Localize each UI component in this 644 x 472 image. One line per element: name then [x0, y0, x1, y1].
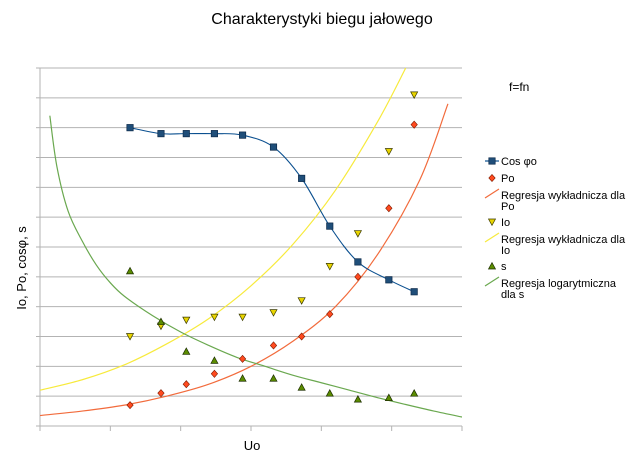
series-regresja-logarytmiczna-dla-s-line [49, 115, 462, 418]
series-s-point [125, 266, 135, 275]
legend-label: Regresja wykładnicza dla [501, 234, 626, 246]
legend-marker [487, 218, 497, 227]
legend-marker [487, 261, 497, 270]
y-axis-label: Io, Po, cosφ, s [14, 226, 29, 310]
series-s-point [353, 395, 362, 403]
series-io-point [297, 297, 306, 305]
series-io-point [210, 313, 219, 322]
series-s-point [156, 317, 166, 325]
series-io-point [325, 263, 334, 271]
x-axis-label: Uo [244, 438, 261, 453]
series-po-point [210, 369, 219, 378]
series-po-point [157, 389, 165, 398]
chart-title: Charakterystyki biegu jałowego [211, 11, 433, 28]
series-cos-o-point [269, 143, 278, 151]
series-io-point [269, 309, 278, 317]
series-s-point [182, 347, 191, 355]
series-po-point [269, 341, 278, 350]
series-io-point [182, 316, 191, 325]
series-cos-o-point [298, 174, 306, 182]
series-regresja-wyk-adnicza-dla-io-line [40, 68, 407, 391]
series-cos-o-point [157, 130, 165, 138]
legend-label: Cos φo [501, 156, 537, 168]
series-po-point [326, 310, 334, 319]
series-po-point [238, 354, 247, 363]
marker-layer [125, 91, 419, 410]
chart-annotation: f=fn [509, 80, 529, 94]
series-cos-o-point [354, 258, 362, 266]
legend-marker [488, 157, 496, 165]
series-regresja-wyk-adnicza-dla-po-line [40, 103, 449, 417]
legend-line [484, 232, 500, 243]
series-s-point [269, 374, 278, 382]
legend-label: Regresja logarytmiczna [501, 278, 617, 290]
legend-label: Po [501, 173, 514, 185]
plot-area [36, 67, 463, 431]
series-cos-o-point [385, 276, 393, 284]
series-po-point [298, 332, 306, 341]
series-po-point [182, 380, 190, 389]
series-io-point [384, 148, 393, 156]
series-s-point [384, 393, 393, 402]
legend-label: s [501, 261, 507, 273]
legend-item: Cos φo [485, 156, 537, 168]
series-cos-o-point [410, 288, 418, 296]
series-s-point [325, 389, 334, 397]
series-po-point [410, 120, 418, 129]
series-po-point [126, 401, 134, 410]
legend-line [484, 276, 500, 287]
series-s-point [238, 374, 247, 382]
legend-item: Io [487, 217, 510, 229]
legend-label: Io [501, 217, 510, 229]
legend-label: Po [501, 201, 514, 213]
series-io-point [353, 230, 362, 238]
series-io-point [410, 91, 419, 99]
series-io-point [238, 313, 247, 322]
series-cos-o-point [239, 131, 247, 139]
series-io-point [125, 333, 135, 341]
legend-item: s [487, 261, 507, 273]
series-cos-o-point [182, 130, 190, 138]
legend-label: dla s [501, 289, 525, 301]
series-po-point [385, 204, 393, 213]
series-layer [40, 68, 462, 418]
series-cos-o-point [210, 130, 218, 138]
series-po-point [354, 272, 362, 281]
legend-marker [488, 173, 496, 183]
series-s-point [410, 389, 419, 397]
series-cos-o-point [126, 124, 134, 132]
legend-label: Regresja wykładnicza dla [501, 190, 626, 202]
series-s-point [210, 356, 219, 364]
legend-label: Io [501, 245, 510, 257]
legend-item: Po [488, 173, 514, 185]
series-s-point [297, 383, 306, 391]
series-cos-o-point [326, 222, 334, 230]
legend-line [484, 188, 500, 199]
